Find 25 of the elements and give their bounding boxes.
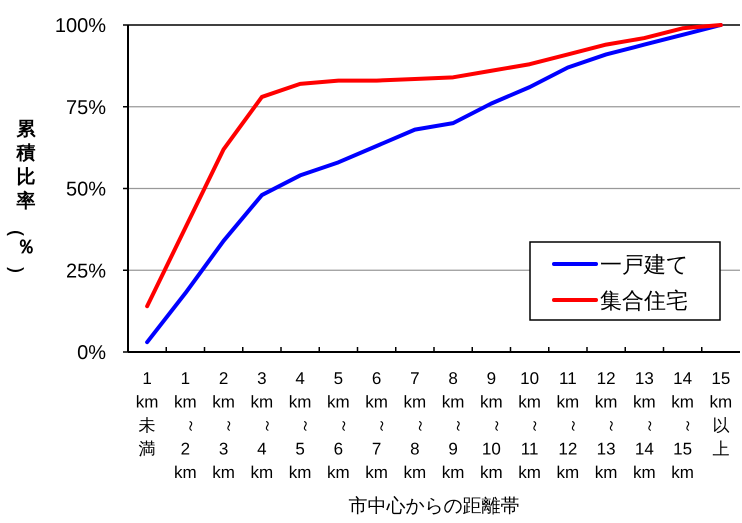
x-axis-title: 市中心からの距離帯 [348, 495, 520, 517]
x-tick-label: 10km～11km [518, 369, 546, 482]
x-tick-label: 1km未満 [136, 369, 158, 458]
y-tick-label: 75% [66, 96, 106, 119]
x-tick-label: 11km～12km [556, 369, 584, 482]
y-tick-label: 25% [66, 260, 106, 282]
x-tick-label: 6km～7km [365, 369, 392, 482]
x-tick-label: 1km～2km [174, 369, 201, 482]
y-tick-label: 100% [54, 15, 106, 37]
x-tick-label: 7km～8km [404, 369, 430, 482]
x-tick-label: 8km～9km [442, 369, 469, 482]
y-tick-label: 0% [77, 342, 106, 364]
x-tick-label: 15km以上 [710, 369, 732, 458]
x-tick-label: 14km～15km [671, 369, 698, 482]
x-tick-label: 4km～5km [288, 369, 316, 482]
x-tick-label: 12km～13km [594, 369, 622, 482]
x-tick-label: 3km～4km [250, 369, 278, 482]
x-tick-label: 13km～14km [633, 369, 660, 482]
y-tick-label: 50% [66, 178, 106, 200]
legend-label: 一戸建て [600, 252, 689, 277]
x-tick-label: 2km～3km [212, 369, 240, 482]
x-tick-label: 5km～6km [327, 369, 354, 482]
x-tick-label: 9km～10km [480, 369, 507, 482]
legend-label: 集合住宅 [600, 288, 688, 313]
y-axis-title: 累積比率（％） [6, 119, 36, 284]
